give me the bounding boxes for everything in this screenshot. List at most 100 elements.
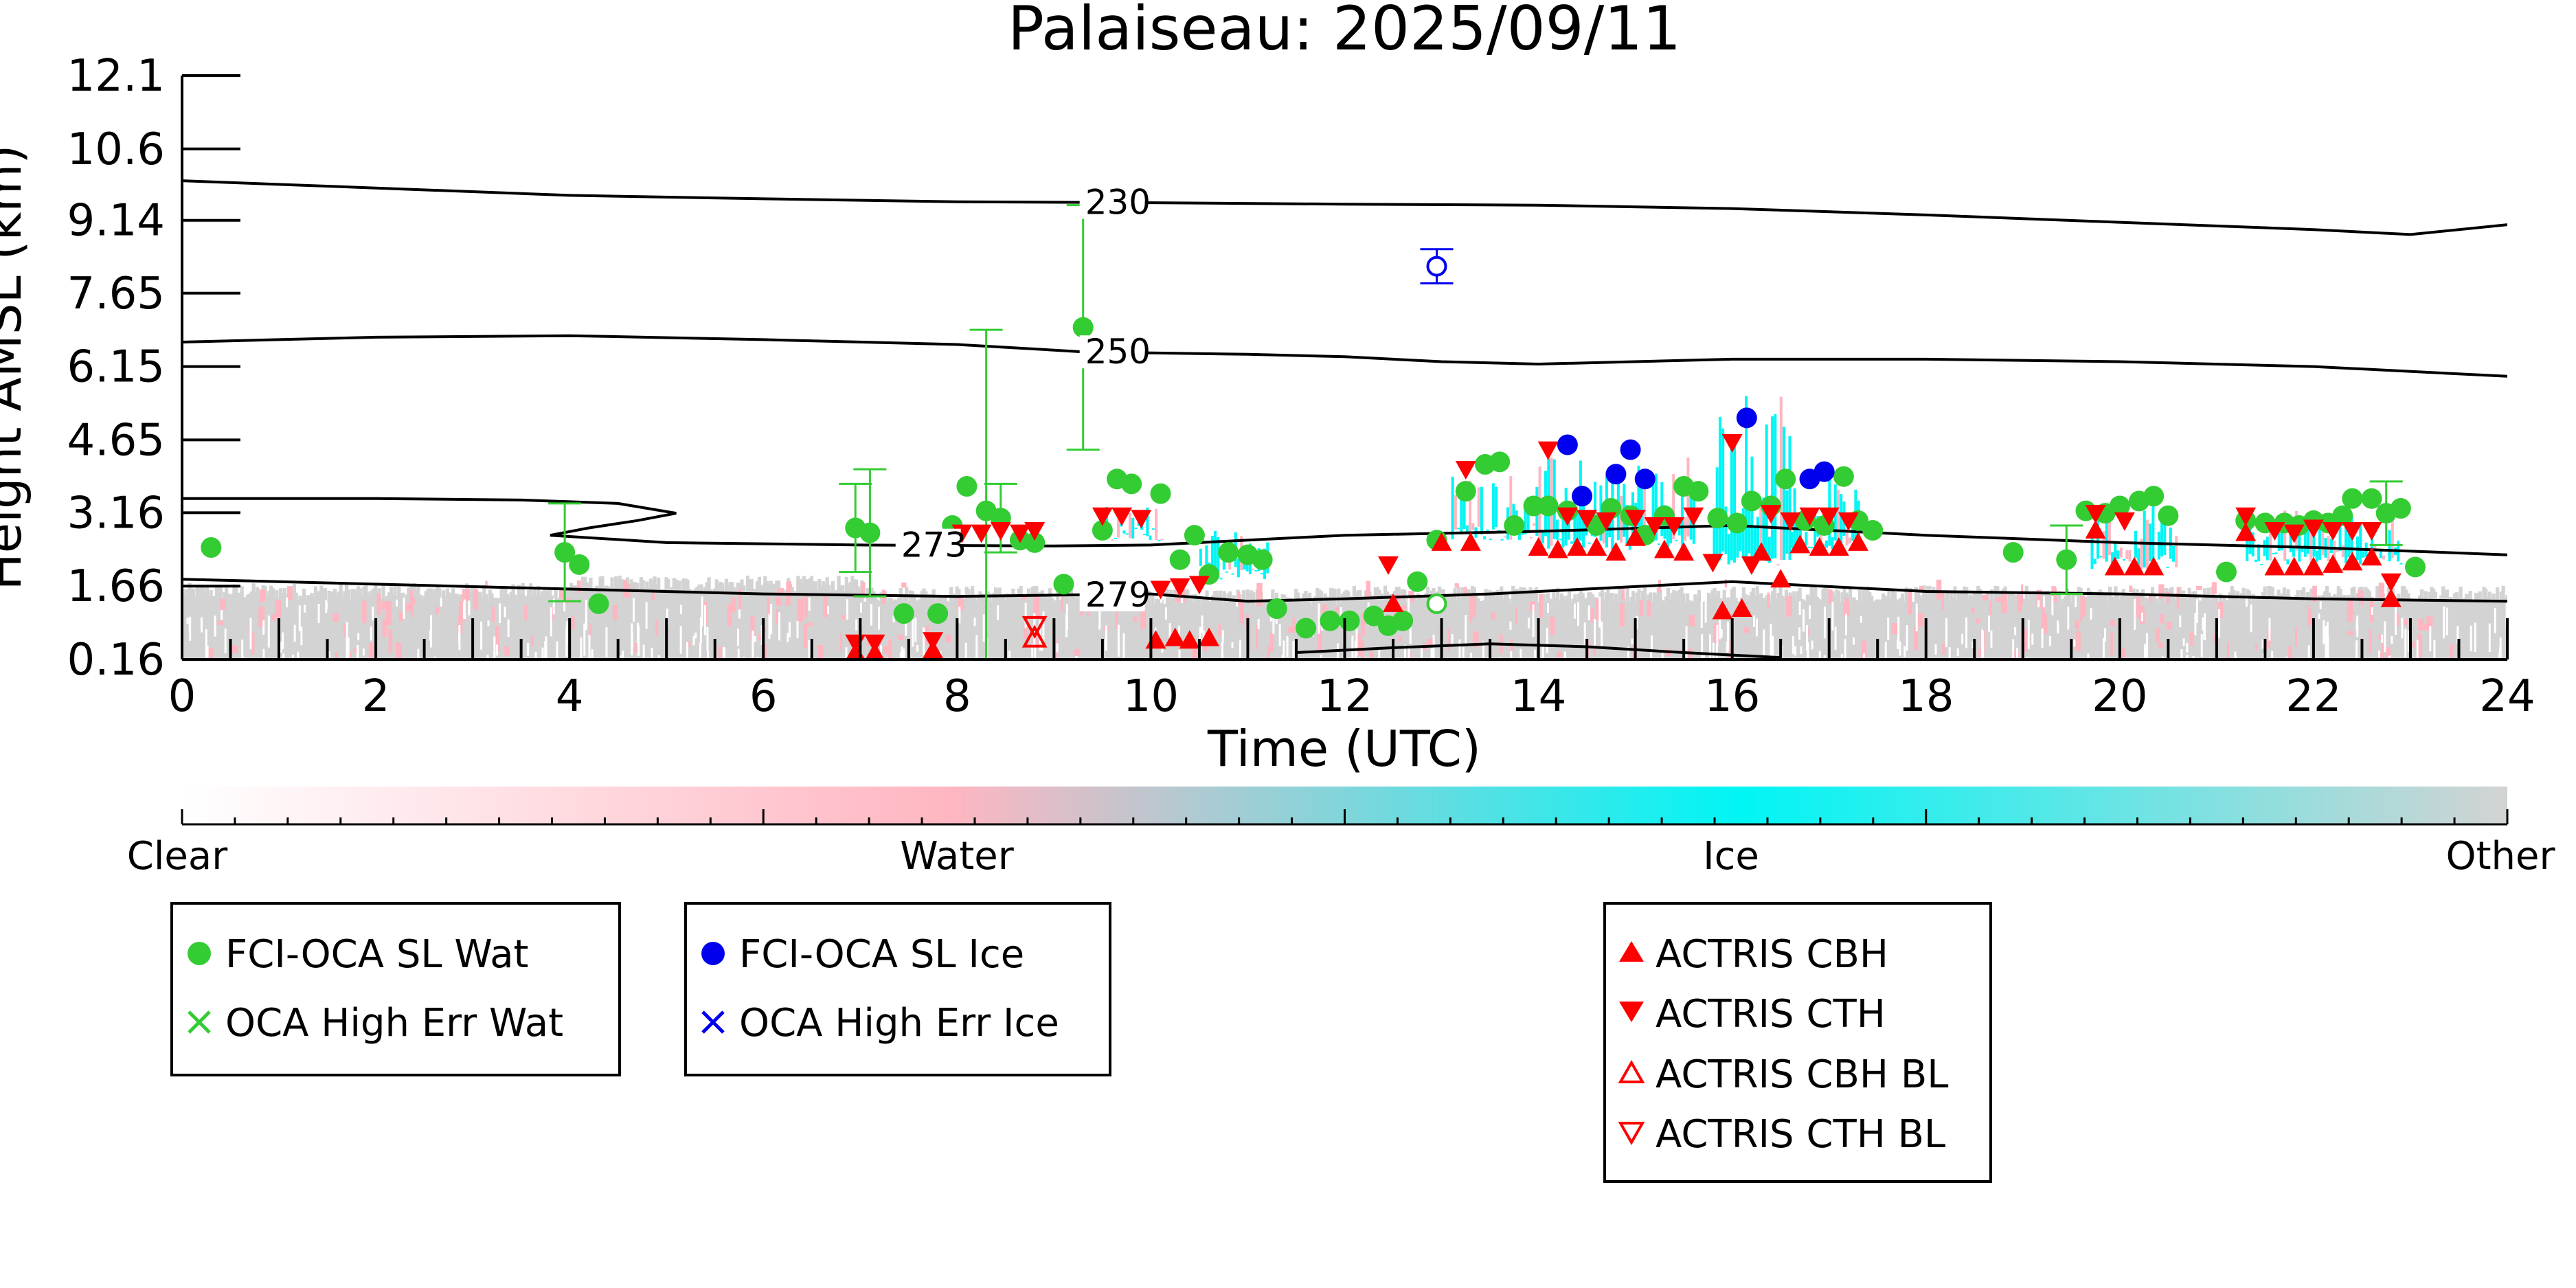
background-column bbox=[2451, 601, 2455, 659]
background-column bbox=[1335, 605, 1339, 659]
ice-column bbox=[1783, 427, 1786, 561]
point bbox=[1838, 512, 1859, 531]
background-column bbox=[1096, 589, 1100, 659]
background-column bbox=[1232, 595, 1236, 659]
contour-label: 230 bbox=[1085, 183, 1151, 223]
clear-speck bbox=[958, 607, 961, 624]
background-column bbox=[695, 587, 699, 659]
water-speck bbox=[883, 646, 888, 654]
water-speck bbox=[2307, 605, 2310, 626]
clear-speck bbox=[737, 648, 740, 659]
background-column bbox=[2152, 594, 2156, 659]
background-column bbox=[1767, 594, 1771, 659]
background-column bbox=[2204, 596, 2209, 659]
ice-column bbox=[1724, 506, 1728, 554]
point bbox=[1736, 407, 1757, 429]
background-column bbox=[492, 598, 496, 659]
clear-speck bbox=[2146, 633, 2149, 659]
point bbox=[1392, 610, 1414, 631]
clear-speck bbox=[1168, 623, 1171, 644]
water-speck bbox=[1557, 651, 1563, 658]
clear-speck bbox=[768, 613, 771, 640]
background-column bbox=[1135, 598, 1140, 659]
clear-speck bbox=[760, 625, 763, 645]
background-column bbox=[1943, 598, 1947, 659]
background-column bbox=[1156, 599, 1161, 659]
background-column bbox=[881, 592, 885, 659]
background-column bbox=[2116, 592, 2120, 659]
background-column bbox=[666, 578, 670, 659]
background-column bbox=[2114, 586, 2118, 659]
background-column bbox=[2064, 596, 2068, 659]
point bbox=[956, 475, 978, 497]
background-column bbox=[941, 595, 945, 659]
background-column bbox=[1261, 600, 1265, 659]
background-column bbox=[2399, 598, 2403, 659]
background-column bbox=[1819, 600, 1823, 659]
ice-column bbox=[2157, 532, 2160, 560]
water-speck bbox=[435, 607, 440, 614]
background-column bbox=[1285, 598, 1289, 659]
x-tick-label: 22 bbox=[2285, 671, 2341, 722]
clear-speck bbox=[1546, 627, 1548, 653]
ice-column bbox=[1252, 568, 1255, 570]
background-column bbox=[486, 600, 490, 659]
background-column bbox=[1434, 600, 1438, 659]
point bbox=[2303, 519, 2324, 539]
background-column bbox=[1862, 589, 1866, 659]
background-column bbox=[1631, 591, 1636, 659]
background-column bbox=[1228, 591, 1232, 659]
point bbox=[1504, 515, 1525, 536]
water-speck bbox=[409, 590, 414, 601]
point bbox=[1363, 605, 1384, 626]
water-speck bbox=[1595, 598, 1602, 620]
background-column bbox=[2173, 600, 2178, 659]
background-column bbox=[1563, 599, 1568, 659]
background-column bbox=[339, 583, 343, 659]
background-column bbox=[1054, 600, 1058, 659]
background-column bbox=[606, 586, 610, 659]
background-column bbox=[889, 598, 893, 659]
background-column bbox=[2360, 587, 2364, 659]
ice-column bbox=[2111, 552, 2114, 568]
background-column bbox=[2137, 595, 2141, 659]
background-column bbox=[1488, 590, 1492, 659]
background-column bbox=[903, 594, 907, 659]
clear-speck bbox=[1042, 611, 1045, 642]
background-column bbox=[253, 591, 258, 659]
clear-speck bbox=[298, 605, 301, 631]
clear-speck bbox=[2391, 636, 2393, 644]
clear-speck bbox=[429, 630, 431, 642]
background-column bbox=[1835, 589, 1839, 659]
background-column bbox=[618, 576, 622, 659]
background-column bbox=[1486, 597, 1490, 659]
background-column bbox=[1885, 596, 1889, 659]
background-column bbox=[2125, 592, 2129, 659]
ice-column bbox=[2108, 512, 2111, 556]
ice-column bbox=[2298, 525, 2301, 562]
background-column bbox=[1724, 599, 1728, 659]
point bbox=[2264, 556, 2285, 576]
clear-speck bbox=[1281, 655, 1284, 659]
clear-speck bbox=[328, 651, 330, 659]
background-column bbox=[532, 587, 536, 659]
water-speck bbox=[1978, 649, 1983, 657]
clear-speck bbox=[1661, 653, 1664, 659]
background-column bbox=[397, 586, 401, 659]
background-column bbox=[1236, 589, 1240, 659]
clear-speck bbox=[293, 624, 296, 642]
point bbox=[1799, 507, 1820, 526]
clear-speck bbox=[2053, 658, 2055, 659]
ice-column bbox=[2315, 550, 2318, 563]
water-speck bbox=[1074, 649, 1081, 656]
background-column bbox=[610, 577, 614, 659]
background-column bbox=[1019, 586, 1023, 659]
clear-speck bbox=[2087, 653, 2090, 659]
clear-speck bbox=[205, 629, 207, 659]
clear-speck bbox=[703, 605, 706, 635]
water-speck bbox=[231, 645, 238, 653]
water-speck bbox=[804, 594, 808, 618]
background-column bbox=[825, 577, 829, 659]
legend-marker-x bbox=[701, 1010, 725, 1034]
clear-speck bbox=[403, 597, 405, 619]
